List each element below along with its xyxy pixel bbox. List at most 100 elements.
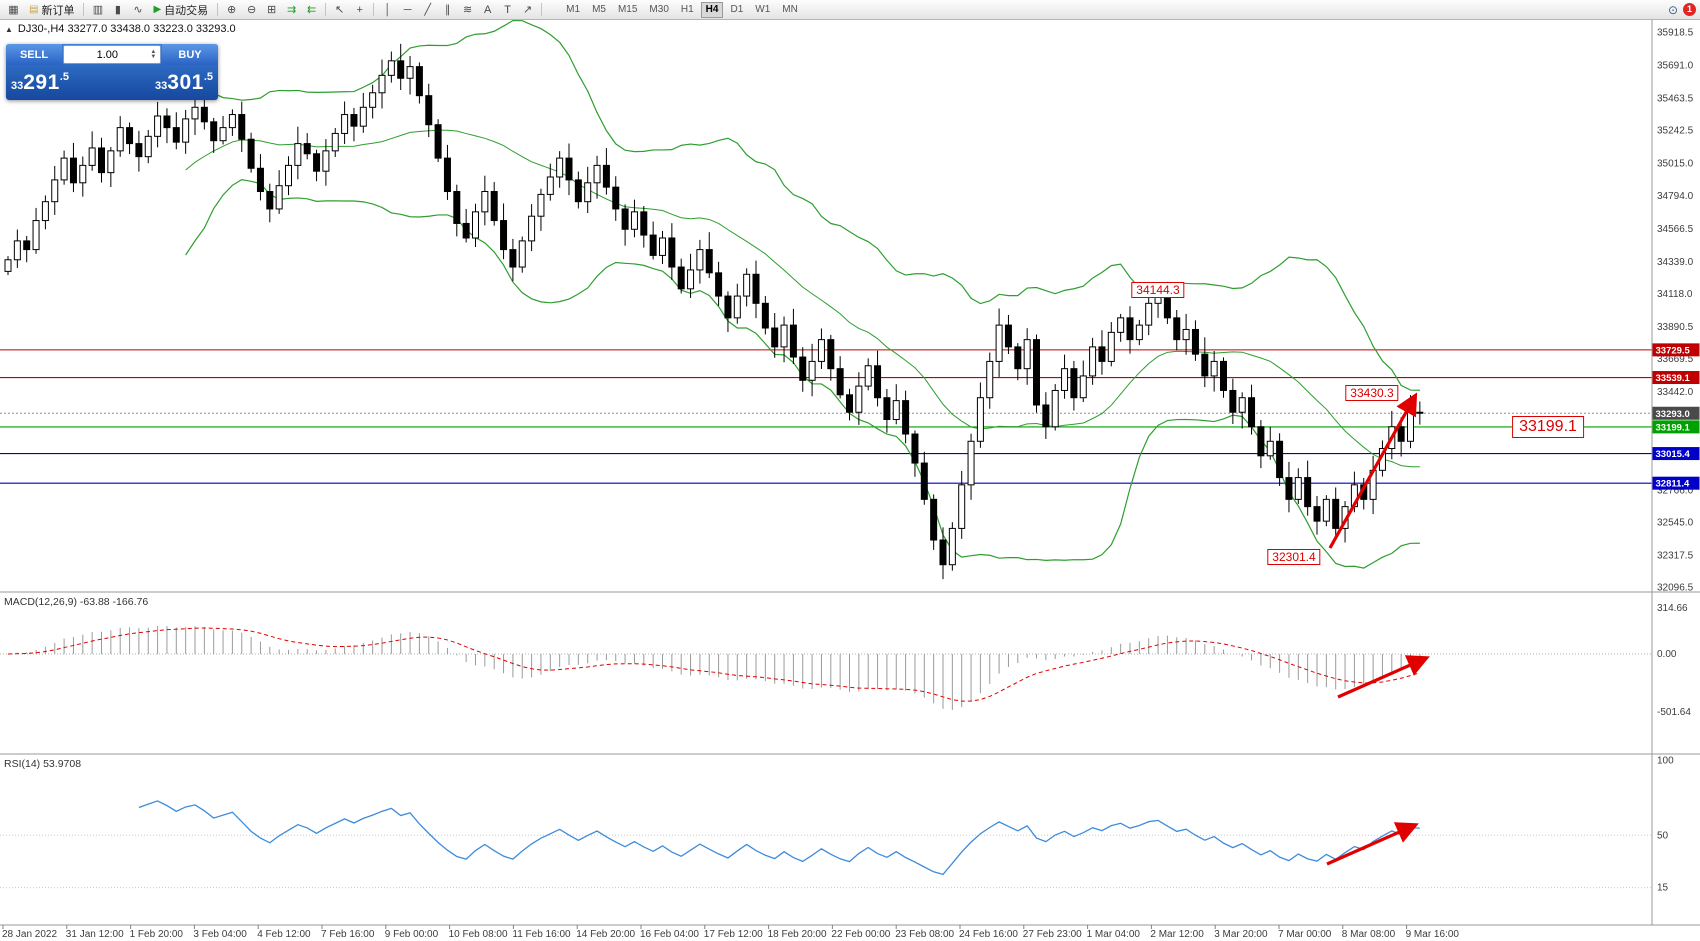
tile-windows-icon[interactable]: ⊞ — [267, 4, 277, 16]
svg-text:14 Feb 20:00: 14 Feb 20:00 — [576, 929, 635, 940]
svg-text:18 Feb 20:00: 18 Feb 20:00 — [768, 929, 827, 940]
svg-text:50: 50 — [1657, 830, 1669, 841]
svg-text:35242.5: 35242.5 — [1657, 126, 1694, 137]
buy-button[interactable]: BUY — [162, 44, 218, 65]
arrow-tools-icon[interactable]: ↗ — [523, 4, 533, 16]
timeframe-mn[interactable]: MN — [782, 3, 798, 15]
one-click-collapse-icon[interactable]: ▲ — [5, 24, 13, 34]
svg-text:35691.0: 35691.0 — [1657, 61, 1694, 72]
svg-text:34118.0: 34118.0 — [1657, 289, 1693, 300]
text-icon[interactable]: A — [483, 3, 492, 16]
svg-text:34794.0: 34794.0 — [1657, 191, 1694, 202]
channel-icon[interactable]: ∥ — [444, 4, 451, 16]
macd-label: MACD(12,26,9) -63.88 -166.76 — [4, 596, 149, 608]
svg-text:33729.5: 33729.5 — [1656, 345, 1691, 356]
svg-text:23 Feb 08:00: 23 Feb 08:00 — [895, 929, 954, 940]
horizontal-line-icon[interactable]: ─ — [403, 3, 412, 16]
timeframe-h1[interactable]: H1 — [680, 3, 694, 15]
svg-text:11 Feb 16:00: 11 Feb 16:00 — [512, 929, 571, 940]
main-trend-arrow[interactable] — [1328, 392, 1418, 549]
price-annotation-33199.1[interactable]: 33199.1 — [1512, 415, 1584, 438]
svg-text:17 Feb 12:00: 17 Feb 12:00 — [704, 929, 763, 940]
timeframe-d1[interactable]: D1 — [730, 3, 744, 15]
toolbar-right: ⊙ 1 — [1668, 3, 1696, 17]
new-order-button[interactable]: ▤ 新订单 — [24, 2, 79, 18]
new-order-button-label: 新订单 — [41, 4, 75, 17]
svg-text:33442.0: 33442.0 — [1657, 387, 1694, 398]
cursor-icon[interactable]: ↖ — [335, 4, 345, 16]
svg-text:33890.5: 33890.5 — [1657, 322, 1694, 333]
trade-panel-top-row: SELL ▲▼ BUY — [6, 44, 218, 65]
label-icon[interactable]: T — [504, 3, 512, 16]
notification-badge[interactable]: 1 — [1683, 3, 1696, 16]
svg-text:10 Feb 08:00: 10 Feb 08:00 — [449, 929, 508, 940]
timeframe-m1[interactable]: M1 — [566, 3, 581, 15]
time-axis[interactable]: 28 Jan 2022 31 Jan 12:00 1 Feb 20:00 3 Feb … — [2, 925, 1459, 940]
svg-text:32811.4: 32811.4 — [1656, 479, 1691, 490]
rsi-label: RSI(14) 53.9708 — [4, 758, 82, 770]
timeframe-m15[interactable]: M15 — [617, 3, 638, 15]
volume-stepper[interactable]: ▲ ▼ — [149, 48, 158, 60]
svg-text:9 Feb 00:00: 9 Feb 00:00 — [385, 929, 439, 940]
horizontal-lines[interactable] — [0, 349, 1652, 484]
timeframe-m5[interactable]: M5 — [592, 3, 606, 15]
auto-trading-button-label: 自动交易 — [164, 4, 209, 17]
toolbar-separator — [83, 3, 85, 16]
svg-text:32096.5: 32096.5 — [1657, 583, 1694, 594]
zoom-in-icon[interactable]: ⊕ — [227, 4, 237, 16]
svg-text:35015.0: 35015.0 — [1657, 159, 1694, 170]
volume-input[interactable] — [66, 47, 149, 62]
svg-text:31 Jan 12:00: 31 Jan 12:00 — [66, 929, 124, 940]
timeframe-w1[interactable]: W1 — [755, 3, 771, 15]
svg-text:4 Feb 12:00: 4 Feb 12:00 — [257, 929, 311, 940]
zoom-out-icon[interactable]: ⊖ — [247, 4, 257, 16]
line-chart-icon[interactable]: ∿ — [133, 4, 143, 16]
toolbar-separator — [373, 3, 375, 16]
rsi-trend-arrow[interactable] — [1326, 822, 1419, 866]
sell-button[interactable]: SELL — [6, 44, 62, 65]
svg-text:33199.1: 33199.1 — [1656, 422, 1691, 433]
chart-window-icon[interactable]: ▦ — [8, 4, 19, 16]
price-annotation-32301.4[interactable]: 32301.4 — [1267, 549, 1321, 566]
price-axis[interactable]: 35918.5 35691.0 35463.5 35242.5 35015.0 34794… — [1657, 28, 1694, 594]
price-annotation-34144.3[interactable]: 34144.3 — [1131, 281, 1185, 298]
bollinger-upper-band — [185, 20, 1420, 391]
sell-price[interactable]: 33291.5 — [11, 71, 69, 95]
crosshair-icon[interactable]: + — [356, 3, 363, 16]
svg-text:33015.4: 33015.4 — [1656, 449, 1691, 460]
macd-histogram — [16, 626, 1421, 710]
spin-up-icon[interactable]: ▲ — [150, 48, 157, 55]
bar-chart-icon[interactable]: ▥ — [92, 4, 104, 16]
fibonacci-icon[interactable]: ≋ — [463, 4, 473, 16]
svg-text:1 Feb 20:00: 1 Feb 20:00 — [130, 929, 184, 940]
auto-scroll-icon[interactable]: ⇉ — [287, 4, 297, 16]
svg-text:33669.5: 33669.5 — [1657, 354, 1694, 365]
toolbar-separator — [325, 3, 327, 16]
buy-price-digits: 301 — [167, 70, 204, 94]
svg-text:22 Feb 00:00: 22 Feb 00:00 — [831, 929, 890, 940]
toolbar-separator — [217, 3, 219, 16]
timeframe-h4[interactable]: H4 — [700, 1, 724, 18]
candlesticks — [4, 43, 1424, 580]
macd-trend-arrow[interactable] — [1337, 655, 1430, 699]
search-icon[interactable]: ⊙ — [1667, 2, 1678, 17]
svg-text:3 Feb 04:00: 3 Feb 04:00 — [193, 929, 247, 940]
chart-shift-icon[interactable]: ⇇ — [307, 4, 317, 16]
svg-text:1 Mar 04:00: 1 Mar 04:00 — [1087, 929, 1141, 940]
svg-text:9 Mar 16:00: 9 Mar 16:00 — [1406, 929, 1460, 940]
candlestick-chart-icon[interactable]: ▮ — [114, 4, 121, 16]
trendline-icon[interactable]: ╱ — [424, 4, 431, 16]
spin-down-icon[interactable]: ▼ — [150, 53, 157, 60]
vertical-line-icon[interactable]: │ — [384, 3, 392, 16]
auto-trading-button[interactable]: ▶ 自动交易 — [148, 2, 213, 18]
timeframe-m30[interactable]: M30 — [649, 3, 669, 15]
svg-text:33293.0: 33293.0 — [1656, 409, 1690, 420]
trend-arrows[interactable] — [1326, 392, 1430, 866]
buy-price[interactable]: 33301.5 — [155, 71, 213, 95]
price-annotation-33430.3[interactable]: 33430.3 — [1345, 385, 1399, 402]
volume-box: ▲▼ — [63, 45, 161, 64]
svg-text:33539.1: 33539.1 — [1656, 373, 1691, 384]
